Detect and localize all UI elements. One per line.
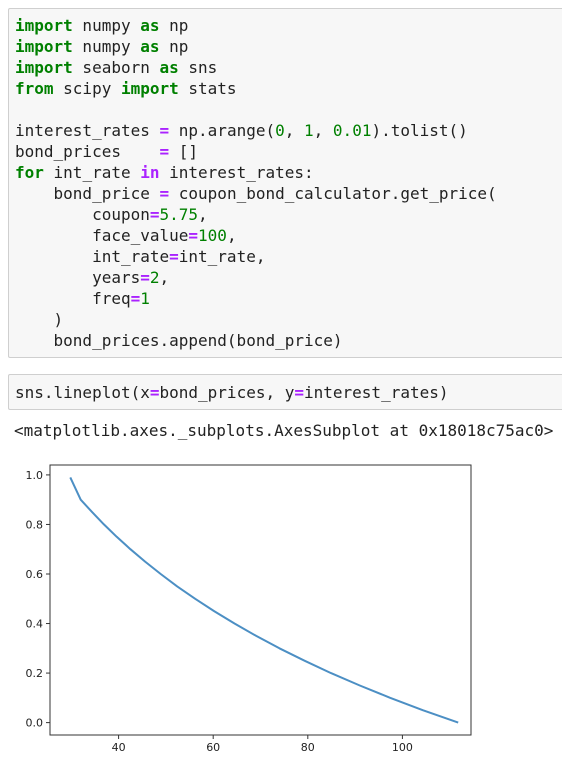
code-line: interest_rates = np.arange(0, 1, 0.01).t… <box>15 120 497 141</box>
code-token: np <box>159 16 189 35</box>
code-line: from scipy import stats <box>15 78 497 99</box>
code-line: sns.lineplot(x=bond_prices, y=interest_r… <box>15 382 449 403</box>
code-token: 1 <box>140 289 150 308</box>
code-token: import <box>120 79 179 98</box>
code-token: 1 <box>304 121 314 140</box>
code-token: sns.lineplot(x <box>15 383 150 402</box>
code-token: = <box>140 268 150 287</box>
code-token: , <box>313 121 333 140</box>
code-token: = <box>188 226 199 245</box>
code-token: = <box>169 247 179 266</box>
code-token: bond_prices, y <box>159 383 295 402</box>
code-token: bond_price <box>15 184 160 203</box>
x-tick-label: 60 <box>206 741 220 754</box>
code-token: sns <box>178 58 218 77</box>
code-line: years=2, <box>15 267 497 288</box>
code-token: freq <box>15 289 131 308</box>
code-token: , <box>284 121 305 140</box>
code-token: , <box>198 205 208 224</box>
code-line: ) <box>15 309 497 330</box>
code-line: import seaborn as sns <box>15 57 497 78</box>
code-token: ) <box>15 310 64 329</box>
code-token: coupon <box>15 205 150 224</box>
x-tick-label: 40 <box>112 741 126 754</box>
x-tick-label: 80 <box>301 741 315 754</box>
code-token: interest_rates: <box>159 163 314 182</box>
code-token: as <box>159 58 179 77</box>
code-token: face_value <box>15 226 189 245</box>
code-line: bond_prices = [] <box>15 141 497 162</box>
cell-output-text: <matplotlib.axes._subplots.AxesSubplot a… <box>14 421 554 440</box>
code-token: import <box>15 16 73 35</box>
series-line <box>69 476 459 724</box>
axes-frame <box>49 464 472 736</box>
code-token: scipy <box>53 79 121 98</box>
code-token: np <box>159 37 189 56</box>
y-tick-label: 0.0 <box>26 717 44 730</box>
code-token: 5.75 <box>159 205 199 224</box>
code-line: import numpy as np <box>15 15 497 36</box>
code-token: 0.01 <box>332 121 372 140</box>
code-token: = <box>159 184 170 203</box>
code-token: for <box>15 163 44 182</box>
code-token: import <box>15 37 73 56</box>
code-token: = <box>130 289 141 308</box>
code-token: = <box>159 142 170 161</box>
code-token: int_rate <box>15 247 170 266</box>
code-line: import numpy as np <box>15 36 497 57</box>
code-token: 100 <box>198 226 227 245</box>
code-token: in <box>140 163 160 182</box>
code-cell-imports[interactable]: import numpy as np import numpy as np impo… <box>8 8 562 358</box>
code-line: for int_rate in interest_rates: <box>15 162 497 183</box>
code-token: numpy <box>72 16 141 35</box>
code-token: stats <box>178 79 237 98</box>
code-token: years <box>15 268 141 287</box>
code-token: np.arange( <box>169 121 276 140</box>
code-line <box>15 99 497 120</box>
code-token: import <box>15 58 73 77</box>
code-token: 2 <box>149 268 160 287</box>
code-token: coupon_bond_calculator.get_price( <box>169 184 497 203</box>
line-plot: 40 60 80 100 0.0 0.2 0.4 0.6 0.8 1.0 <box>26 464 472 754</box>
code-token: seaborn <box>72 58 160 77</box>
code-cell-lineplot[interactable]: sns.lineplot(x=bond_prices, y=interest_r… <box>8 374 562 410</box>
code-token: int_rate, <box>178 247 266 266</box>
code-token: = <box>149 205 160 224</box>
code-token: , <box>226 226 237 245</box>
code-token: bond_prices <box>15 142 160 161</box>
code-token: int_rate <box>43 163 141 182</box>
code-token: = <box>149 383 160 402</box>
code-token: ).tolist() <box>371 121 468 140</box>
code-token: numpy <box>72 37 141 56</box>
plot-area: 40 60 80 100 0.0 0.2 0.4 0.6 0.8 1.0 <box>26 464 472 754</box>
code-editor[interactable]: sns.lineplot(x=bond_prices, y=interest_r… <box>15 382 449 403</box>
y-tick-label: 0.6 <box>26 568 44 581</box>
code-line: freq=1 <box>15 288 497 309</box>
code-token: = <box>159 121 170 140</box>
code-token: from <box>15 79 54 98</box>
code-line: bond_prices.append(bond_price) <box>15 330 497 351</box>
code-token: [] <box>169 142 199 161</box>
code-token: interest_rates <box>15 121 160 140</box>
code-token: 0 <box>275 121 285 140</box>
y-tick-label: 0.4 <box>26 618 44 631</box>
code-line: bond_price = coupon_bond_calculator.get_… <box>15 183 497 204</box>
code-token: = <box>294 383 304 402</box>
code-token: as <box>140 16 160 35</box>
y-tick-label: 0.8 <box>26 518 44 531</box>
x-tick-label: 100 <box>392 741 413 754</box>
code-editor[interactable]: import numpy as np import numpy as np impo… <box>15 15 497 351</box>
code-token: as <box>140 37 160 56</box>
code-token: bond_prices.append(bond_price) <box>15 331 343 350</box>
code-token: interest_rates) <box>304 383 449 402</box>
code-line: coupon=5.75, <box>15 204 497 225</box>
code-line: face_value=100, <box>15 225 497 246</box>
y-tick-label: 0.2 <box>26 667 44 680</box>
y-tick-label: 1.0 <box>26 469 44 482</box>
code-token: , <box>159 268 170 287</box>
code-line: int_rate=int_rate, <box>15 246 497 267</box>
